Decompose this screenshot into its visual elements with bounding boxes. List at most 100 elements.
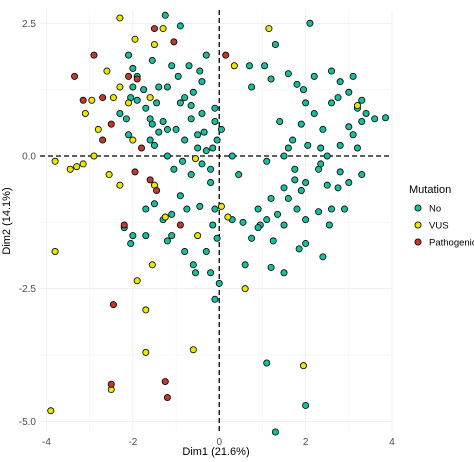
x-tick-label: -2 (128, 437, 137, 448)
point-no (293, 205, 301, 213)
point-no (328, 205, 336, 213)
point-no (325, 221, 333, 229)
point-no (181, 94, 189, 102)
point-pathogenic (137, 144, 145, 152)
point-vus (51, 248, 59, 256)
point-no (198, 110, 206, 118)
point-no (170, 165, 178, 173)
point-pathogenic (109, 301, 117, 309)
point-vus (116, 181, 124, 189)
point-vus (131, 35, 139, 43)
point-no (289, 136, 297, 144)
point-no (334, 94, 342, 102)
point-no (345, 123, 353, 131)
point-no (248, 234, 256, 242)
point-no (276, 117, 284, 125)
x-tick-label: 4 (389, 437, 395, 448)
point-no (284, 194, 292, 202)
point-vus (73, 163, 81, 171)
point-vus (116, 14, 124, 22)
point-no (340, 205, 348, 213)
point-no (142, 205, 150, 213)
point-no (209, 144, 217, 152)
point-pathogenic (146, 176, 154, 184)
point-no (358, 171, 366, 179)
point-no (129, 64, 137, 72)
legend-key-no (414, 204, 422, 212)
point-vus (299, 362, 307, 370)
point-no (142, 232, 150, 240)
point-no (254, 224, 262, 232)
point-no (371, 115, 379, 123)
legend: Mutation No VUS Pathogenic (409, 184, 474, 249)
point-no (271, 41, 279, 49)
point-vus (161, 213, 169, 221)
point-no (302, 99, 310, 107)
point-no (163, 83, 171, 91)
point-no (140, 86, 148, 94)
point-pathogenic (163, 393, 171, 401)
y-axis-title: Dim2 (14.1%) (1, 187, 13, 254)
point-no (245, 62, 253, 70)
point-vus (191, 155, 199, 163)
point-no (148, 56, 156, 64)
point-no (174, 72, 182, 80)
point-no (196, 202, 204, 210)
point-no (125, 51, 133, 59)
point-pathogenic (90, 51, 98, 59)
point-no (261, 62, 269, 70)
point-no (310, 72, 318, 80)
point-no (228, 152, 236, 160)
legend-label-vus: VUS (429, 221, 449, 232)
point-no (317, 144, 325, 152)
point-no (196, 67, 204, 75)
point-no (254, 205, 262, 213)
point-vus (105, 171, 113, 179)
point-no (155, 83, 163, 91)
point-vus (125, 99, 133, 107)
point-pathogenic (125, 72, 133, 80)
point-no (155, 128, 163, 136)
point-vus (194, 232, 202, 240)
point-no (172, 125, 180, 133)
point-no (198, 160, 206, 168)
point-no (349, 72, 357, 80)
point-no (248, 83, 256, 91)
point-no (304, 141, 312, 149)
point-pathogenic (71, 72, 79, 80)
point-no (267, 194, 275, 202)
y-tick-label: -5.0 (19, 417, 37, 428)
point-pathogenic (161, 378, 169, 386)
point-vus (265, 25, 273, 33)
point-vus (47, 407, 55, 415)
point-no (302, 216, 310, 224)
point-no (189, 88, 197, 96)
point-vus (148, 261, 156, 269)
point-no (297, 120, 305, 128)
point-no (349, 131, 357, 139)
point-pathogenic (170, 38, 178, 46)
point-no (116, 110, 124, 118)
point-no (202, 248, 210, 256)
legend-label-pathogenic: Pathogenic (429, 238, 474, 249)
point-vus (103, 67, 111, 75)
data-points (47, 11, 390, 436)
point-no (211, 117, 219, 125)
point-no (334, 184, 342, 192)
point-vus (51, 157, 59, 165)
point-pathogenic (133, 75, 141, 83)
y-tick-label: 2.5 (22, 19, 36, 30)
point-no (291, 165, 299, 173)
point-no (168, 62, 176, 70)
point-no (302, 179, 310, 187)
point-vus (66, 165, 74, 173)
y-tick-label: -2.5 (19, 284, 37, 295)
point-no (150, 141, 158, 149)
point-pathogenic (99, 94, 107, 102)
point-no (163, 152, 171, 160)
point-no (168, 210, 176, 218)
point-no (358, 117, 366, 125)
point-pathogenic (107, 120, 115, 128)
point-no (202, 147, 210, 155)
